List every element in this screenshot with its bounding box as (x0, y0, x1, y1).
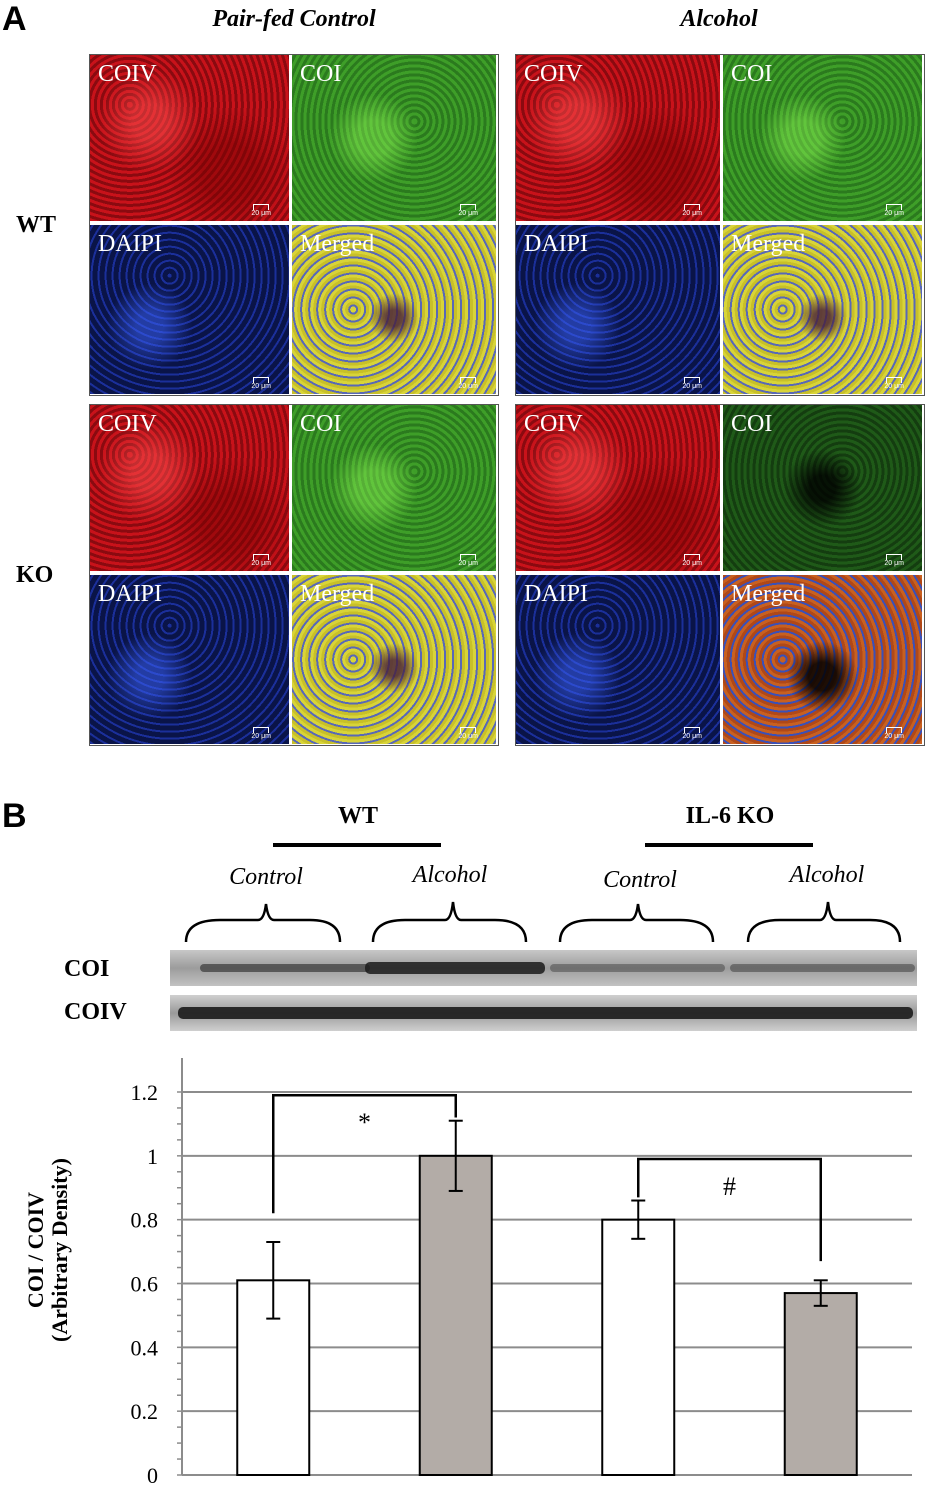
significance-bracket (637, 1157, 822, 1262)
y-tick-label: 1 (147, 1144, 158, 1169)
condition-label: Control (229, 864, 303, 890)
bar (783, 1292, 858, 1476)
quadrant-label: DAIPI (98, 231, 162, 257)
micrograph-daipi: DAIPI 20 μm (516, 225, 720, 394)
scale-bar: 20 μm (251, 377, 271, 390)
brace-wt-alcohol (371, 901, 528, 943)
micrograph-coiv: COIV 20 μm (90, 55, 289, 221)
micrograph-coiv: COIV 20 μm (516, 55, 720, 221)
micrograph-coiv: COIV 20 μm (90, 405, 289, 571)
micrograph-coi: COI 20 μm (292, 405, 496, 571)
image-group-wt-alcohol: COIV 20 μm COI 20 μm DAIPI 20 μm Merged … (515, 54, 925, 396)
scale-bar: 20 μm (458, 377, 478, 390)
micrograph-coiv: COIV 20 μm (516, 405, 720, 571)
quadrant-label: DAIPI (524, 231, 588, 257)
condition-label: Alcohol (789, 862, 865, 888)
quadrant-label: Merged (300, 231, 375, 257)
scale-bar: 20 μm (682, 727, 702, 740)
scale-bar: 20 μm (251, 204, 271, 217)
significance-marker: * (358, 1108, 371, 1137)
micrograph-merged: Merged 20 μm (292, 225, 496, 394)
row-label-wt: WT (16, 212, 57, 238)
scale-bar: 20 μm (884, 554, 904, 567)
quadrant-label: COI (300, 61, 342, 87)
micrograph-merged: Merged 20 μm (292, 575, 496, 744)
panel-a-letter: A (2, 0, 27, 38)
scale-bar: 20 μm (682, 554, 702, 567)
condition-label: Control (603, 867, 677, 893)
quadrant-label: DAIPI (524, 581, 588, 607)
bar (601, 1218, 676, 1476)
scale-bar: 20 μm (884, 204, 904, 217)
y-tick-label: 0 (147, 1463, 158, 1487)
micrograph-coi: COI 20 μm (723, 405, 922, 571)
scale-bar: 20 μm (458, 727, 478, 740)
scale-bar: 20 μm (458, 204, 478, 217)
scale-bar: 20 μm (682, 204, 702, 217)
quadrant-label: COIV (98, 61, 157, 87)
scale-bar: 20 μm (884, 377, 904, 390)
y-tick-label: 0.4 (131, 1335, 159, 1360)
scale-bar: 20 μm (251, 727, 271, 740)
band-coi-ko-control (550, 964, 725, 972)
bar-chart: 0 0.2 0.4 0.6 0.8 1 1.2 * # (131, 1058, 912, 1487)
micrograph-merged: Merged 20 μm (723, 225, 922, 394)
y-axis-label-line2: (Arbitrary Density) (47, 1158, 72, 1342)
quadrant-label: Merged (300, 581, 375, 607)
quadrant-label: COIV (524, 411, 583, 437)
band-coi-wt-control (200, 964, 370, 972)
micrograph-daipi: DAIPI 20 μm (90, 575, 289, 744)
y-axis-label-line1: COI / COIV (23, 1191, 48, 1309)
blot-label-coiv: COIV (64, 999, 127, 1025)
band-coiv (178, 1007, 913, 1019)
row-label-ko: KO (16, 562, 54, 588)
blot-coiv (170, 995, 917, 1031)
quadrant-label: COIV (524, 61, 583, 87)
group-bar-wt (273, 843, 441, 847)
quadrant-label: Merged (731, 581, 806, 607)
bar (418, 1154, 493, 1476)
brace-ko-control (558, 903, 715, 943)
quadrant-label: Merged (731, 231, 806, 257)
condition-label: Alcohol (412, 862, 488, 888)
column-title-pair-fed: Pair-fed Control (212, 6, 376, 32)
micrograph-coi: COI 20 μm (292, 55, 496, 221)
y-tick-label: 0.2 (131, 1399, 159, 1424)
scale-bar: 20 μm (458, 554, 478, 567)
band-coi-ko-alcohol (730, 964, 915, 972)
quadrant-label: COI (731, 411, 773, 437)
quadrant-label: DAIPI (98, 581, 162, 607)
micrograph-daipi: DAIPI 20 μm (90, 225, 289, 394)
band-coi-wt-alcohol (365, 962, 545, 974)
micrograph-coi: COI 20 μm (723, 55, 922, 221)
significance-bracket (272, 1093, 457, 1214)
image-group-ko-pairfed: COIV 20 μm COI 20 μm DAIPI 20 μm Merged … (89, 404, 499, 746)
quadrant-label: COI (300, 411, 342, 437)
bar (236, 1279, 311, 1476)
brace-wt-control (184, 903, 342, 943)
significance-marker: # (723, 1172, 736, 1201)
panel-b-letter: B (2, 797, 27, 835)
brace-ko-alcohol (746, 901, 902, 943)
micrograph-daipi: DAIPI 20 μm (516, 575, 720, 744)
y-tick-label: 0.6 (131, 1272, 159, 1297)
image-group-ko-alcohol: COIV 20 μm COI 20 μm DAIPI 20 μm Merged … (515, 404, 925, 746)
blot-label-coi: COI (64, 956, 110, 982)
scale-bar: 20 μm (251, 554, 271, 567)
column-title-alcohol: Alcohol (680, 6, 758, 32)
image-group-wt-pairfed: COIV 20 μm COI 20 μm DAIPI 20 μm Merged … (89, 54, 499, 396)
scale-bar: 20 μm (682, 377, 702, 390)
group-label-il6ko: IL-6 KO (685, 803, 775, 829)
scale-bar: 20 μm (884, 727, 904, 740)
y-tick-label: 0.8 (131, 1208, 159, 1233)
group-label-wt: WT (337, 803, 378, 829)
quadrant-label: COIV (98, 411, 157, 437)
y-tick-label: 1.2 (131, 1080, 159, 1105)
blot-coi (170, 950, 917, 986)
group-bar-il6ko (645, 843, 813, 847)
lane-braces (184, 901, 902, 943)
quadrant-label: COI (731, 61, 773, 87)
micrograph-merged: Merged 20 μm (723, 575, 922, 744)
